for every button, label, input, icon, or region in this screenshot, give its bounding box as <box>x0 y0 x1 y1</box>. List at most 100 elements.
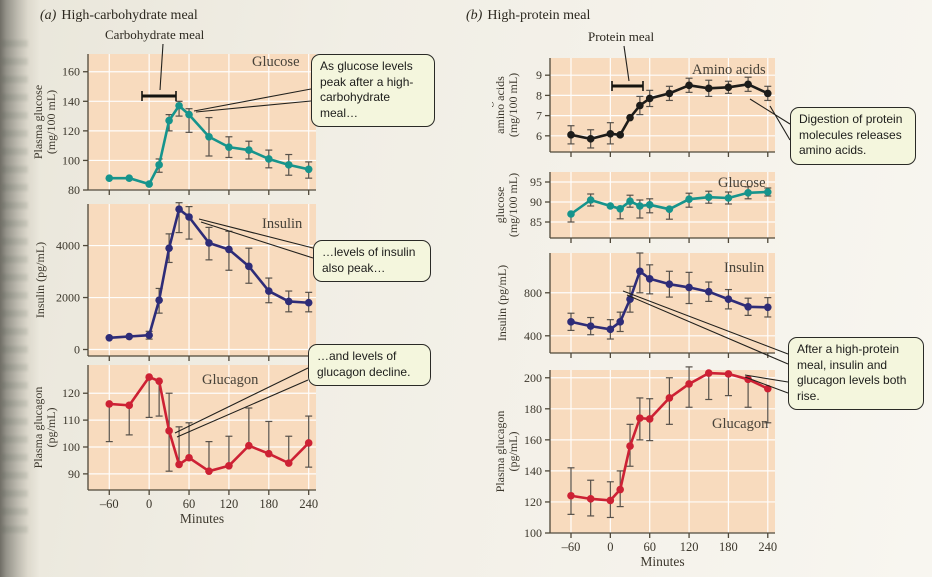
y-axis-label: Insulin (pg/mL) <box>33 242 47 318</box>
chart-svg: 80 100 120 140 160 Plasma glucose (mg/100 mL) G… <box>31 54 316 197</box>
svg-text:160: 160 <box>524 433 542 447</box>
y-tick-labels: 85 90 95 <box>530 175 542 229</box>
data-points <box>105 101 313 188</box>
svg-text:120: 120 <box>680 540 699 554</box>
svg-text:100: 100 <box>62 440 80 454</box>
svg-text:0: 0 <box>146 497 152 511</box>
panel-a-label: (a) <box>40 8 57 23</box>
svg-text:8: 8 <box>536 88 542 102</box>
axes <box>83 365 316 495</box>
svg-text:4000: 4000 <box>56 239 80 253</box>
y-axis-label: Insulin (pg/mL) <box>495 265 509 341</box>
plot-area <box>88 54 316 190</box>
page-bleed-through-text <box>2 40 28 540</box>
svg-text:240: 240 <box>299 497 318 511</box>
panel-b-title-text: High-protein meal <box>487 8 591 23</box>
svg-text:95: 95 <box>530 175 542 189</box>
panel-b-title: (b) High-protein meal <box>466 8 590 24</box>
x-tick-labels: –60 0 60 120 180 240 <box>99 497 318 511</box>
meal-duration-bracket <box>611 81 644 91</box>
y-axis-label: (mg/100 mL) <box>506 173 520 237</box>
data-points <box>105 205 313 342</box>
svg-text:140: 140 <box>524 464 542 478</box>
x-axis-label: Minutes <box>180 511 224 526</box>
svg-text:85: 85 <box>530 215 542 229</box>
svg-text:800: 800 <box>524 286 542 300</box>
grid <box>550 58 775 152</box>
chart-svg: 100 120 140 160 180 200 –60 0 60 120 180 240 Minutes… <box>493 366 778 569</box>
svg-text:90: 90 <box>530 195 542 209</box>
svg-text:80: 80 <box>68 183 80 197</box>
y-tick-labels: 80 100 120 140 160 <box>62 65 80 197</box>
svg-text:180: 180 <box>259 497 278 511</box>
grid <box>550 172 775 238</box>
data-points <box>567 80 772 143</box>
svg-text:7: 7 <box>536 109 542 123</box>
svg-text:120: 120 <box>524 495 542 509</box>
meal-label-carbohydrate: Carbohydrate meal <box>105 27 205 42</box>
callout-insulin-peak: …levels of insulin also peak… <box>313 240 431 283</box>
y-axis-label: (pg/mL) <box>506 432 520 472</box>
svg-text:120: 120 <box>62 124 80 138</box>
y-axis-label: Plasma glucagon <box>493 411 507 493</box>
book-gutter-shadow <box>0 0 40 577</box>
series-label: Insulin <box>262 216 303 232</box>
svg-text:400: 400 <box>524 329 542 343</box>
svg-text:160: 160 <box>62 65 80 79</box>
y-axis-label: amino acids <box>493 76 507 134</box>
y-axis-label: glucose <box>493 187 507 224</box>
meal-label-protein: Protein meal <box>588 29 655 44</box>
svg-text:6: 6 <box>536 129 542 143</box>
svg-text:60: 60 <box>183 497 196 511</box>
svg-text:180: 180 <box>719 540 738 554</box>
svg-text:120: 120 <box>62 386 80 400</box>
svg-text:2000: 2000 <box>56 291 80 305</box>
y-axis-label: (pg/mL) <box>44 408 58 448</box>
y-axis-label: Plasma glucagon <box>31 387 45 469</box>
svg-text:9: 9 <box>536 68 542 82</box>
callout-glucose-peak: As glucose levels peak after a high-carb… <box>311 54 435 128</box>
y-tick-labels: 100 120 140 160 180 200 <box>524 371 542 540</box>
svg-text:0: 0 <box>607 540 613 554</box>
y-tick-labels: 0 2000 4000 <box>56 239 80 357</box>
svg-text:180: 180 <box>524 402 542 416</box>
axes <box>545 370 775 538</box>
y-axis-label: (mg/100 mL) <box>44 90 58 154</box>
y-axis-label: Plasma glucose <box>31 85 45 159</box>
callout-protein-digestion: Digestion of protein molecules releases … <box>790 107 916 165</box>
svg-text:110: 110 <box>62 413 80 427</box>
data-points <box>105 373 313 475</box>
y-axis-label: (mg/100 mL) <box>506 73 520 137</box>
svg-text:240: 240 <box>758 540 777 554</box>
svg-text:0: 0 <box>74 343 80 357</box>
chart-plasma-glucose-a: 80 100 120 140 160 Plasma glucose (mg/100 mL) G… <box>30 44 330 231</box>
svg-text:100: 100 <box>62 153 80 167</box>
chart-plasma-glucagon-b: 100 120 140 160 180 200 –60 0 60 120 180 240 Minutes… <box>492 360 789 574</box>
plot-area <box>550 370 775 533</box>
panel-a-title-text: High-carbohydrate meal <box>61 8 198 23</box>
callout-protein-rise: After a high-protein meal, insulin and g… <box>788 337 924 411</box>
y-tick-labels: 90 100 110 120 <box>62 386 80 481</box>
series-label: Glucagon <box>712 416 769 432</box>
y-tick-labels: 400 800 <box>524 286 542 343</box>
axes <box>545 58 775 157</box>
svg-text:120: 120 <box>220 497 239 511</box>
svg-text:–60: –60 <box>561 540 581 554</box>
chart-svg: 90 100 110 120 –60 0 60 120 180 240 Minutes Plasma … <box>31 365 318 526</box>
svg-text:60: 60 <box>643 540 656 554</box>
axes <box>545 172 775 243</box>
series-label: Glucose <box>718 175 766 191</box>
chart-plasma-glucose-b: 85 90 95 Plasma glucose (mg/100 mL) Glucose <box>480 162 789 279</box>
callout-glucagon-decline: …and levels of glucagon decline. <box>308 344 431 387</box>
data-points <box>567 188 772 218</box>
x-tick-labels: –60 0 60 120 180 240 <box>561 540 778 554</box>
svg-text:–60: –60 <box>99 497 119 511</box>
svg-text:90: 90 <box>68 467 80 481</box>
axes <box>83 54 316 195</box>
y-tick-labels: 6 7 8 9 <box>536 68 542 143</box>
panel-a-title: (a) High-carbohydrate meal <box>40 8 198 24</box>
svg-text:140: 140 <box>62 94 80 108</box>
x-axis-label: Minutes <box>640 554 684 569</box>
